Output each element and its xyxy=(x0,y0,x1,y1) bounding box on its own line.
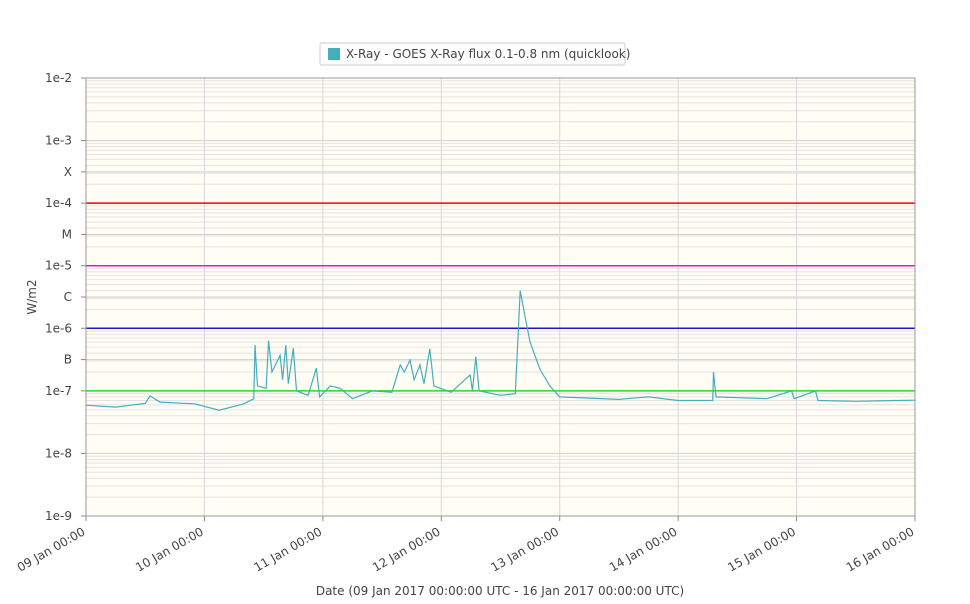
y-tick-label: 1e-2 xyxy=(45,71,72,85)
legend-box xyxy=(319,42,626,66)
y-tick-label: X xyxy=(64,165,72,179)
x-axis-label: Date (09 Jan 2017 00:00:00 UTC - 16 Jan … xyxy=(316,584,684,598)
legend-swatch xyxy=(328,48,340,60)
plot-border xyxy=(85,77,916,517)
y-tick-label: 1e-9 xyxy=(45,509,72,523)
x-tick-label: 14 Jan 00:00 xyxy=(607,524,680,574)
x-tick-label: 13 Jan 00:00 xyxy=(488,524,561,574)
x-tick-label: 15 Jan 00:00 xyxy=(725,524,798,574)
y-tick-label: 1e-4 xyxy=(45,196,72,210)
x-tick-label: 10 Jan 00:00 xyxy=(133,524,206,574)
legend-label: X-Ray - GOES X-Ray flux 0.1-0.8 nm (quic… xyxy=(346,47,630,61)
x-tick-label: 12 Jan 00:00 xyxy=(370,524,443,574)
x-tick-label: 09 Jan 00:00 xyxy=(15,524,88,574)
y-tick-label: 1e-6 xyxy=(45,321,72,335)
y-tick-label: 1e-7 xyxy=(45,384,72,398)
y-tick-label: B xyxy=(64,353,72,367)
y-tick-label: C xyxy=(64,290,72,304)
x-tick-label: 11 Jan 00:00 xyxy=(252,524,325,574)
y-tick-label: 1e-8 xyxy=(45,446,72,460)
y-axis-label: W/m2 xyxy=(25,279,39,314)
y-tick-label: 1e-3 xyxy=(45,134,72,148)
y-tick-label: M xyxy=(62,227,72,241)
y-tick-label: 1e-5 xyxy=(45,259,72,273)
series-line xyxy=(85,290,916,411)
x-tick-label: 16 Jan 00:00 xyxy=(844,524,917,574)
